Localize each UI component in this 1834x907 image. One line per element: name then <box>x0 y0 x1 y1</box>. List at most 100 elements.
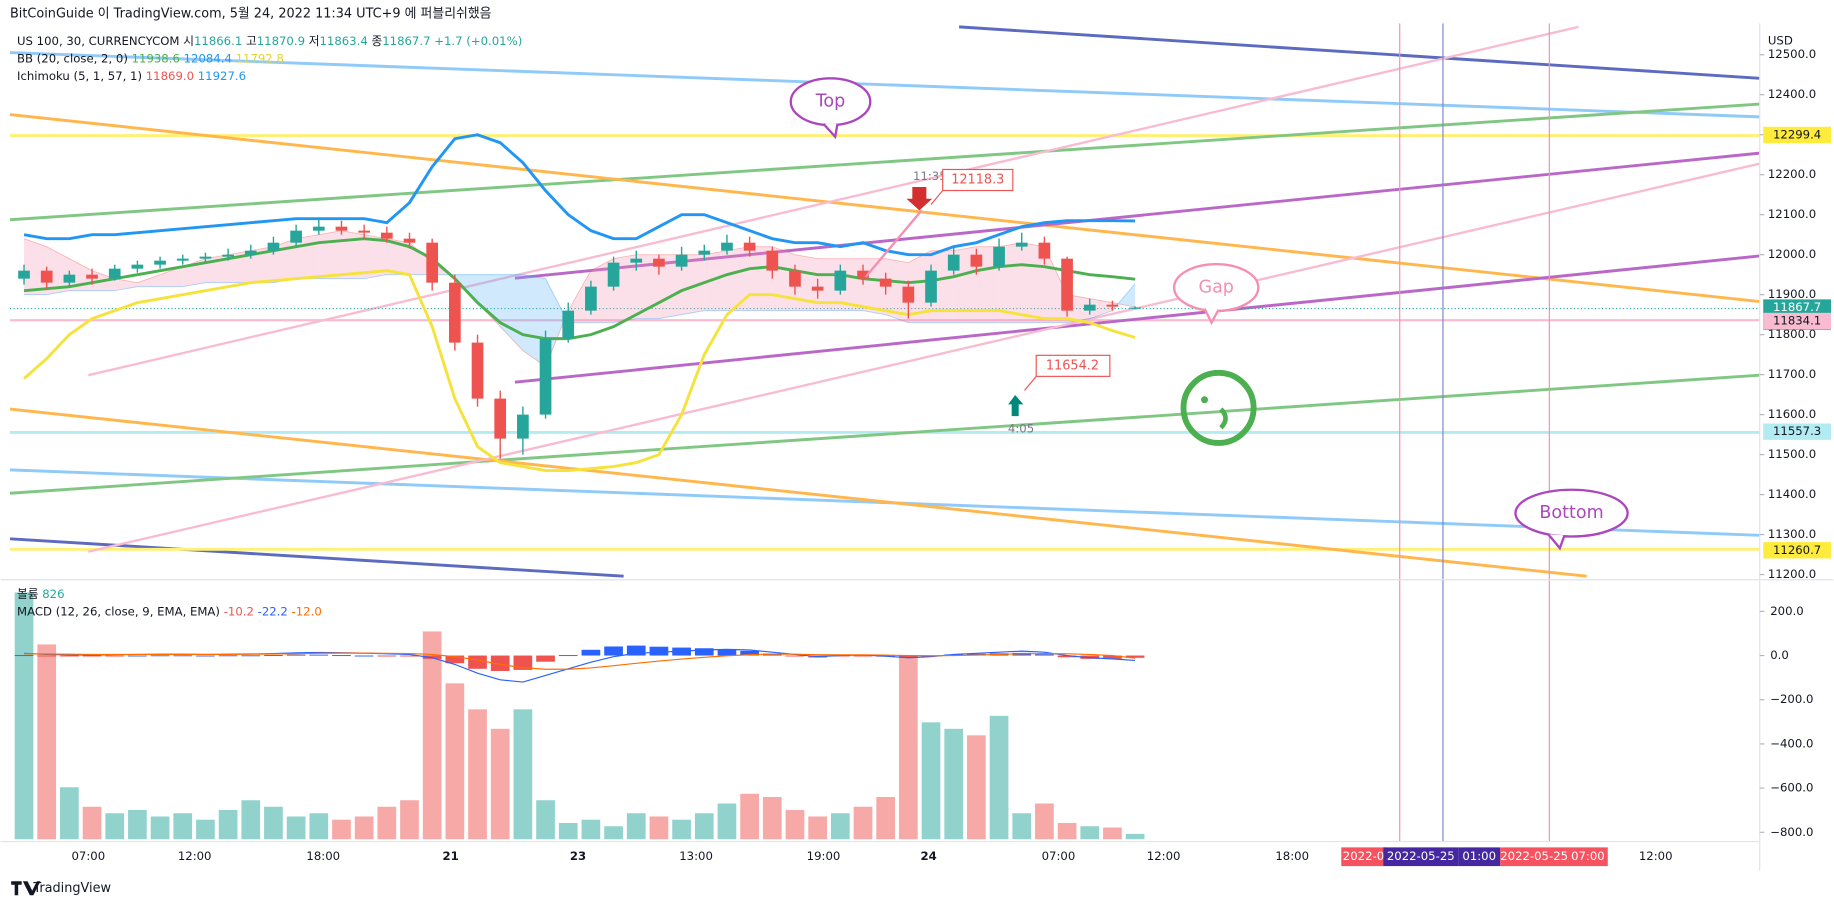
macd-histogram <box>14 655 34 657</box>
y-tick-label: −200.0 <box>1770 692 1813 706</box>
candle-body <box>1129 307 1141 309</box>
arrow-down <box>906 187 933 211</box>
ichimoku-cloud <box>1021 242 1045 323</box>
volume-bar <box>309 813 329 840</box>
volume-bar <box>513 709 533 840</box>
volume-bar <box>82 806 102 840</box>
y-tick-label: −800.0 <box>1770 825 1813 839</box>
ichimoku-cloud <box>885 258 909 323</box>
candle-body <box>925 270 937 303</box>
x-tick-label: 12:00 <box>1639 849 1673 863</box>
arrow-up <box>1008 395 1024 417</box>
bubble <box>1514 488 1629 538</box>
price-tag-label: 11867.7 <box>1773 300 1821 314</box>
ichimoku-cloud <box>364 234 387 279</box>
volume-bar <box>490 728 510 840</box>
time-tag <box>1568 847 1608 867</box>
macd-histogram <box>309 654 329 656</box>
macd-histogram <box>1125 655 1145 658</box>
bb-basis <box>23 237 1136 341</box>
volume-bar <box>150 816 170 840</box>
logo <box>11 881 41 896</box>
trend-line <box>9 51 1760 119</box>
bubble-tail <box>1203 308 1220 326</box>
trend-line <box>958 25 1760 80</box>
candle-body <box>108 268 121 279</box>
volume-bar <box>286 816 306 840</box>
price-tag-label: 11834.1 <box>1773 314 1821 328</box>
smiley-eye <box>1201 396 1209 404</box>
volume-bar <box>536 800 555 840</box>
volume-bar <box>830 813 850 840</box>
trend-line <box>88 25 1579 377</box>
candle-body <box>743 242 756 251</box>
candle-body <box>993 246 1005 267</box>
time-tag <box>1383 847 1459 867</box>
ichimoku-cloud <box>1089 298 1113 319</box>
volume-bar <box>173 813 193 840</box>
macd-histogram <box>626 645 646 656</box>
ichimoku-cloud <box>636 254 659 319</box>
ohlc-label: 종 <box>371 33 382 47</box>
smiley-mouth <box>1219 407 1228 430</box>
ohlc-value: 11867.7 <box>382 33 430 47</box>
candle-body <box>494 398 507 439</box>
indicator-value: 11792.8 <box>236 51 284 65</box>
candle-body <box>811 286 824 291</box>
volume-bar <box>1125 833 1145 840</box>
ohlc-value: 11870.9 <box>257 33 305 47</box>
volume-bar <box>694 813 714 840</box>
candle-body <box>721 242 733 251</box>
macd-histogram <box>332 655 351 657</box>
annotation: 4:05 <box>1008 421 1034 435</box>
y-tick-label: 12000.0 <box>1768 247 1816 261</box>
indicator-name: 볼륨 <box>17 586 39 600</box>
ohlc-label: 고 <box>246 33 257 47</box>
x-tick-label: 07:00 <box>71 849 105 863</box>
macd-histogram <box>513 655 533 670</box>
bb-lower <box>23 269 1136 473</box>
macd-histogram <box>105 655 125 657</box>
candle-body <box>403 238 416 243</box>
volume-bar <box>468 709 487 840</box>
volume-bar <box>37 644 57 840</box>
ichimoku-cloud <box>681 254 705 315</box>
candle-body <box>789 270 801 287</box>
volume-bar <box>967 735 986 840</box>
volume-bar <box>1080 826 1100 840</box>
annotations: Top Bottom Gap 11:35 12118.3 11654.2 4:0… <box>789 77 1629 551</box>
candle-body <box>154 260 166 265</box>
candle-body <box>63 274 76 283</box>
time-tags: 2022-0 2022-05-25 01:00 2022-05-25 07:00 <box>1341 847 1608 867</box>
candle-body <box>902 286 915 303</box>
candle-body <box>517 414 529 439</box>
macd-histogram <box>1035 654 1054 656</box>
volume-bar <box>853 806 873 840</box>
y-tick-label: 12500.0 <box>1768 47 1816 61</box>
macd-histogram <box>1103 655 1122 659</box>
candle-body <box>630 258 643 263</box>
y-tick-label: 11300.0 <box>1768 527 1816 541</box>
volume-bar <box>264 806 283 840</box>
volume-bar <box>241 800 261 840</box>
volume-bar <box>1012 813 1032 840</box>
indicator-value: 11869.0 <box>146 68 194 82</box>
volume-bar <box>400 800 419 840</box>
y-tick-label: −600.0 <box>1770 781 1813 795</box>
ichimoku-cloud <box>1112 283 1136 311</box>
candle-body <box>40 270 53 283</box>
legend: US 100, 30, CURRENCYCOM 시11866.1 고11870.… <box>17 33 522 47</box>
volume-bar <box>604 826 623 840</box>
macd-histogram <box>241 655 261 657</box>
trend-line <box>514 151 1760 280</box>
volume-bar <box>626 813 646 840</box>
ichimoku-cloud <box>704 250 727 311</box>
macd-histogram <box>82 655 102 657</box>
time-tag <box>1500 847 1569 867</box>
volume-bar <box>876 797 896 840</box>
candle-body <box>380 232 393 239</box>
volume-bar <box>921 722 941 840</box>
legend: Ichimoku (5, 1, 57, 1) 11869.0 11927.6 <box>17 68 246 82</box>
